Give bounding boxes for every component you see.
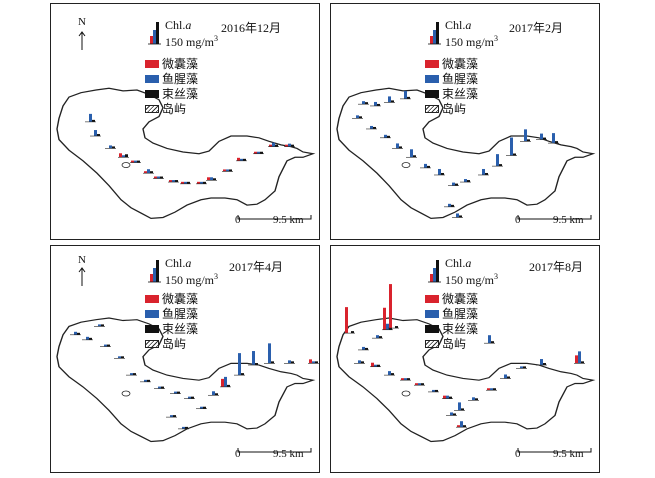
legend-item-island: 岛屿 xyxy=(145,101,198,116)
map-panel-feb-2017: 2017年2月 Chl.a 150 mg/m3 微囊藻 鱼腥藻 束丝藻 岛屿 0… xyxy=(330,3,600,240)
scale-distance: 9.5 km xyxy=(273,214,304,226)
panel-date: 2017年8月 xyxy=(529,260,584,274)
legend-item-anabaena: 鱼腥藻 xyxy=(145,71,198,86)
panel-date: 2016年12月 xyxy=(221,21,282,35)
panel-date: 2017年2月 xyxy=(509,21,564,35)
legend-item-anabaena: 鱼腥藻 xyxy=(145,306,198,321)
legend-item-aphanizomenon: 束丝藻 xyxy=(145,86,198,101)
scale-zero: 0 xyxy=(235,214,241,226)
legend-item-anabaena: 鱼腥藻 xyxy=(425,306,478,321)
legend-item-anabaena: 鱼腥藻 xyxy=(425,71,478,86)
chl-scale-label: Chl.a 150 mg/m3 xyxy=(165,256,219,287)
scale-zero: 0 xyxy=(515,448,521,460)
chl-scale-label: Chl.a 150 mg/m3 xyxy=(445,18,499,49)
north-label: N xyxy=(78,254,86,266)
lake-map-svg xyxy=(56,22,316,220)
legend-item-microcystis: 微囊藻 xyxy=(145,56,198,71)
lake-map-svg xyxy=(56,260,319,453)
lake-map-svg xyxy=(336,260,596,453)
scale-zero: 0 xyxy=(515,214,521,226)
map-legend: 微囊藻 鱼腥藻 束丝藻 岛屿 xyxy=(425,56,478,116)
scale-zero: 0 xyxy=(235,448,241,460)
chl-scale-label: Chl.a 150 mg/m3 xyxy=(165,18,219,49)
legend-item-island: 岛屿 xyxy=(425,336,478,351)
legend-item-microcystis: 微囊藻 xyxy=(425,291,478,306)
legend-item-microcystis: 微囊藻 xyxy=(145,291,198,306)
legend-item-aphanizomenon: 束丝藻 xyxy=(145,321,198,336)
legend-item-aphanizomenon: 束丝藻 xyxy=(425,321,478,336)
scale-distance: 9.5 km xyxy=(273,448,304,460)
legend-item-aphanizomenon: 束丝藻 xyxy=(425,86,478,101)
panel-date: 2017年4月 xyxy=(229,260,284,274)
map-panel-dec-2016: N 2016年12月 Chl.a 150 mg/m3 微囊藻 鱼腥藻 束丝藻 岛… xyxy=(50,3,320,240)
map-legend: 微囊藻 鱼腥藻 束丝藻 岛屿 xyxy=(425,291,478,351)
lake-map-svg xyxy=(336,22,596,220)
legend-item-microcystis: 微囊藻 xyxy=(425,56,478,71)
scale-distance: 9.5 km xyxy=(553,214,584,226)
map-legend: 微囊藻 鱼腥藻 束丝藻 岛屿 xyxy=(145,56,198,116)
chl-scale-label: Chl.a 150 mg/m3 xyxy=(445,256,499,287)
legend-item-island: 岛屿 xyxy=(425,101,478,116)
map-legend: 微囊藻 鱼腥藻 束丝藻 岛屿 xyxy=(145,291,198,351)
legend-item-island: 岛屿 xyxy=(145,336,198,351)
scale-distance: 9.5 km xyxy=(553,448,584,460)
map-panel-aug-2017: 2017年8月 Chl.a 150 mg/m3 微囊藻 鱼腥藻 束丝藻 岛屿 0… xyxy=(330,245,600,473)
north-label: N xyxy=(78,16,86,28)
map-panel-apr-2017: N 2017年4月 Chl.a 150 mg/m3 微囊藻 鱼腥藻 束丝藻 岛屿… xyxy=(50,245,320,473)
